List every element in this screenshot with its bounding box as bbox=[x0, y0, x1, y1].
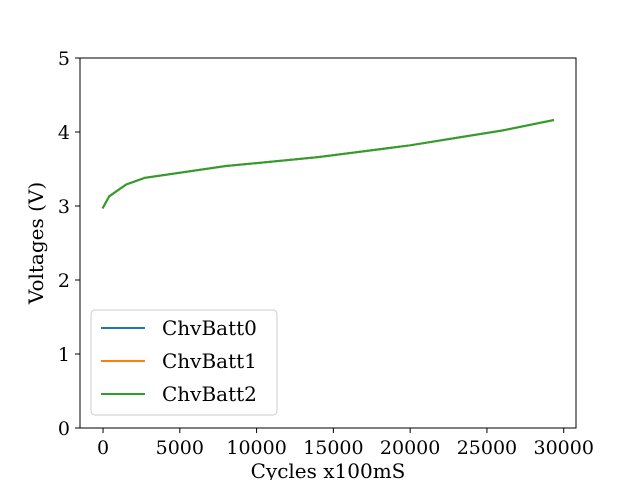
series-line-chvbatt2 bbox=[101, 118, 555, 209]
series-layer bbox=[101, 118, 555, 209]
x-axis-label: Cycles x100mS bbox=[251, 459, 406, 480]
y-tick-label: 4 bbox=[58, 122, 70, 144]
x-tick-label: 25000 bbox=[457, 437, 517, 459]
y-tick-label: 1 bbox=[58, 344, 70, 366]
y-tick-label: 5 bbox=[58, 48, 70, 70]
legend-box bbox=[90, 309, 278, 416]
legend-label-chvbatt2: ChvBatt2 bbox=[162, 382, 257, 406]
legend-label-chvbatt0: ChvBatt0 bbox=[162, 316, 257, 340]
y-tick-label: 0 bbox=[58, 418, 70, 440]
x-tick-label: 5000 bbox=[156, 437, 204, 459]
y-axis: 0 1 2 3 4 5 bbox=[58, 48, 80, 440]
plot-frame bbox=[79, 57, 577, 429]
legend-label-chvbatt1: ChvBatt1 bbox=[162, 349, 257, 373]
y-axis-label: Voltages (V) bbox=[24, 182, 48, 305]
x-tick-label: 30000 bbox=[533, 437, 593, 459]
legend: ChvBatt0 ChvBatt1 ChvBatt2 bbox=[90, 309, 278, 416]
y-tick-label: 3 bbox=[58, 196, 70, 218]
x-axis: 0 5000 10000 15000 20000 25000 30000 bbox=[97, 428, 594, 459]
y-tick-label: 2 bbox=[58, 270, 70, 292]
x-tick-label: 15000 bbox=[303, 437, 363, 459]
x-tick-label: 20000 bbox=[380, 437, 440, 459]
x-tick-label: 10000 bbox=[226, 437, 286, 459]
x-tick-label: 0 bbox=[97, 437, 109, 459]
